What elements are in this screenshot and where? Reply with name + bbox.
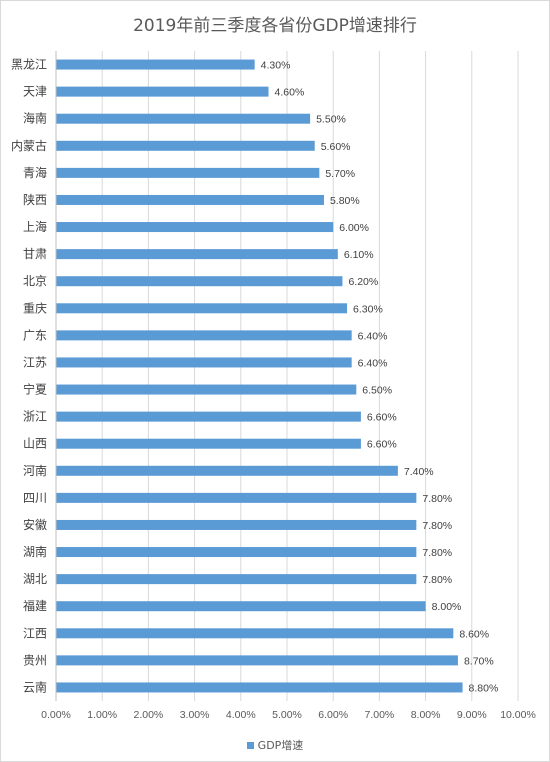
- data-label: 4.30%: [261, 60, 291, 72]
- bar: [56, 357, 352, 368]
- bar: [56, 222, 334, 233]
- data-label: 5.50%: [316, 114, 346, 126]
- x-tick-label: 4.00%: [226, 709, 256, 721]
- bar: [56, 276, 343, 287]
- data-label: 8.60%: [459, 628, 489, 640]
- bar: [56, 655, 458, 666]
- x-tick-label: 0.00%: [41, 709, 71, 721]
- bar: [56, 140, 315, 151]
- category-label: 云南: [23, 679, 47, 694]
- x-tick-label: 10.00%: [500, 709, 536, 721]
- category-label: 江苏: [23, 355, 47, 369]
- category-label: 湖南: [23, 544, 47, 559]
- bar: [56, 519, 417, 530]
- bar: [56, 194, 324, 205]
- data-label: 6.00%: [339, 222, 369, 234]
- bar: [56, 384, 357, 395]
- bar: [56, 167, 320, 178]
- category-label: 天津: [23, 85, 47, 99]
- bar: [56, 113, 311, 124]
- chart-title: 2019年前三季度各省份GDP增速排行: [133, 16, 417, 36]
- legend-swatch: [246, 741, 254, 749]
- x-tick-label: 6.00%: [318, 709, 348, 721]
- data-label: 7.40%: [404, 466, 434, 478]
- x-tick-label: 5.00%: [272, 709, 302, 721]
- category-label: 内蒙古: [11, 138, 47, 153]
- category-label: 黑龙江: [11, 58, 47, 72]
- x-tick-label: 1.00%: [87, 709, 117, 721]
- data-label: 7.80%: [422, 520, 452, 532]
- bar: [56, 547, 417, 558]
- bar: [56, 249, 338, 260]
- bar: [56, 438, 361, 449]
- category-label: 安徽: [23, 517, 47, 532]
- data-label: 8.70%: [464, 655, 494, 667]
- category-label: 甘肃: [23, 247, 47, 261]
- data-label: 7.80%: [422, 547, 452, 559]
- legend-label: GDP增速: [257, 739, 304, 752]
- data-label: 6.10%: [344, 249, 374, 261]
- x-tick-label: 8.00%: [411, 709, 441, 721]
- data-label: 5.60%: [321, 141, 351, 153]
- category-label: 北京: [23, 274, 47, 288]
- category-label: 陕西: [23, 192, 47, 207]
- data-label: 7.80%: [422, 574, 452, 586]
- bar: [56, 330, 352, 341]
- x-tick-label: 7.00%: [365, 709, 395, 721]
- data-label: 8.00%: [432, 601, 462, 613]
- bar: [56, 628, 454, 639]
- category-label: 湖北: [23, 571, 47, 586]
- x-tick-label: 9.00%: [457, 709, 487, 721]
- category-label: 福建: [23, 598, 47, 613]
- data-label: 6.60%: [367, 439, 397, 451]
- bar: [56, 303, 348, 314]
- category-label: 河南: [23, 463, 47, 478]
- data-label: 6.20%: [348, 276, 378, 288]
- bar: [56, 86, 269, 97]
- data-label: 5.80%: [330, 195, 360, 207]
- bar: [56, 411, 361, 422]
- data-label: 5.70%: [325, 168, 355, 180]
- category-label: 贵州: [23, 653, 47, 667]
- bar: [56, 59, 255, 70]
- x-tick-label: 3.00%: [180, 709, 210, 721]
- category-label: 江西: [23, 626, 47, 640]
- category-label: 重庆: [23, 301, 47, 315]
- category-label: 浙江: [23, 410, 47, 424]
- data-label: 6.60%: [367, 412, 397, 424]
- category-label: 山西: [23, 437, 47, 451]
- category-label: 青海: [23, 165, 47, 180]
- data-label: 6.50%: [362, 385, 392, 397]
- category-label: 上海: [23, 219, 47, 234]
- data-label: 6.40%: [358, 330, 388, 342]
- bar: [56, 601, 426, 612]
- legend: GDP增速: [1, 737, 549, 753]
- data-label: 7.80%: [422, 493, 452, 505]
- bar: [56, 465, 398, 476]
- data-label: 8.80%: [469, 682, 499, 694]
- category-label: 四川: [23, 491, 47, 505]
- x-tick-label: 2.00%: [134, 709, 164, 721]
- data-label: 6.30%: [353, 303, 383, 315]
- bar: [56, 574, 417, 585]
- category-label: 海南: [23, 111, 47, 126]
- category-label: 广东: [23, 328, 47, 342]
- category-label: 宁夏: [23, 382, 47, 397]
- bar: [56, 682, 463, 693]
- bar: [56, 492, 417, 503]
- data-label: 6.40%: [358, 357, 388, 369]
- data-label: 4.60%: [275, 87, 305, 99]
